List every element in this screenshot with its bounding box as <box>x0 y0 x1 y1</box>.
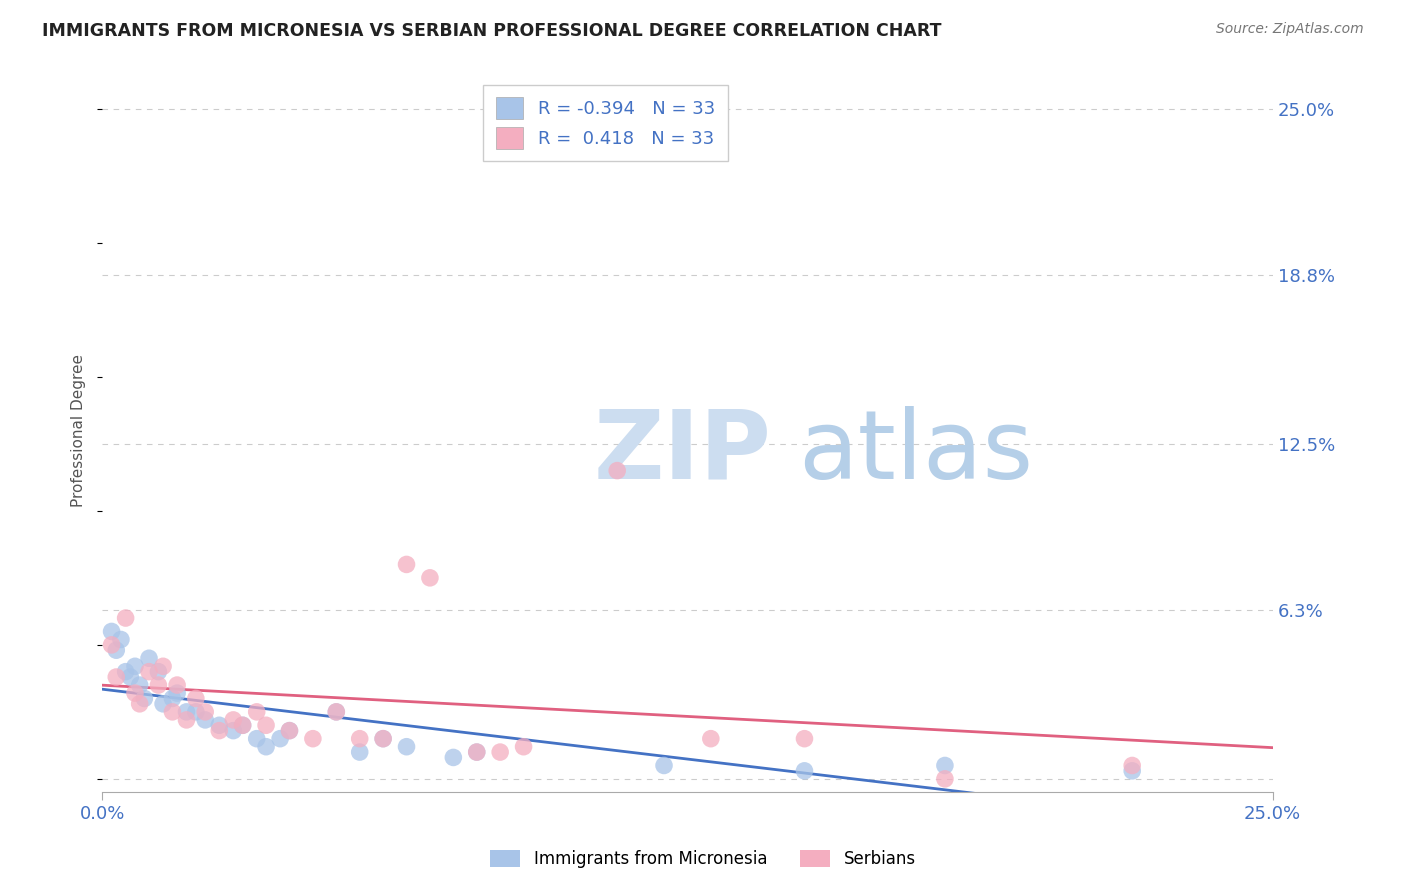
Point <box>278 723 301 738</box>
Point <box>105 643 128 657</box>
Point <box>489 745 512 759</box>
Point <box>419 571 441 585</box>
Point <box>114 665 136 679</box>
Point <box>254 739 277 754</box>
Point <box>148 665 170 679</box>
Point <box>222 713 245 727</box>
Point <box>128 697 150 711</box>
Point <box>114 611 136 625</box>
Point <box>254 718 277 732</box>
Text: Source: ZipAtlas.com: Source: ZipAtlas.com <box>1216 22 1364 37</box>
Point <box>152 697 174 711</box>
Point <box>184 691 207 706</box>
Point <box>465 745 488 759</box>
Legend: R = -0.394   N = 33, R =  0.418   N = 33: R = -0.394 N = 33, R = 0.418 N = 33 <box>484 85 727 161</box>
Point <box>395 739 418 754</box>
Point <box>105 670 128 684</box>
Point <box>124 686 146 700</box>
Point <box>222 723 245 738</box>
Point <box>246 731 269 746</box>
Point <box>152 659 174 673</box>
Point <box>162 705 184 719</box>
Point <box>100 624 122 639</box>
Text: IMMIGRANTS FROM MICRONESIA VS SERBIAN PROFESSIONAL DEGREE CORRELATION CHART: IMMIGRANTS FROM MICRONESIA VS SERBIAN PR… <box>42 22 942 40</box>
Point <box>395 558 418 572</box>
Point <box>232 718 254 732</box>
Point <box>184 705 207 719</box>
Text: atlas: atlas <box>799 406 1033 499</box>
Point <box>100 638 122 652</box>
Legend: Immigrants from Micronesia, Serbians: Immigrants from Micronesia, Serbians <box>484 843 922 875</box>
Point <box>606 464 628 478</box>
Point <box>208 723 231 738</box>
Point <box>465 745 488 759</box>
Point <box>176 713 198 727</box>
Y-axis label: Professional Degree: Professional Degree <box>72 354 86 507</box>
Point <box>166 686 188 700</box>
Point <box>246 705 269 719</box>
Point <box>302 731 325 746</box>
Point <box>162 691 184 706</box>
Point <box>652 758 675 772</box>
Point <box>349 731 371 746</box>
Point <box>349 745 371 759</box>
Point <box>208 718 231 732</box>
Point <box>134 691 156 706</box>
Point <box>1121 758 1143 772</box>
Point <box>110 632 132 647</box>
Point <box>512 739 534 754</box>
Point <box>166 678 188 692</box>
Point <box>176 705 198 719</box>
Point <box>793 764 815 778</box>
Point <box>371 731 394 746</box>
Point <box>325 705 347 719</box>
Point <box>793 731 815 746</box>
Point <box>371 731 394 746</box>
Point <box>138 665 160 679</box>
Text: ZIP: ZIP <box>593 406 772 499</box>
Point <box>194 705 217 719</box>
Point <box>148 678 170 692</box>
Point <box>124 659 146 673</box>
Point <box>269 731 291 746</box>
Point <box>934 772 956 786</box>
Point <box>325 705 347 719</box>
Point <box>120 670 142 684</box>
Point <box>934 758 956 772</box>
Point <box>700 731 723 746</box>
Point <box>441 750 464 764</box>
Point <box>1121 764 1143 778</box>
Point <box>138 651 160 665</box>
Point <box>278 723 301 738</box>
Point <box>194 713 217 727</box>
Point <box>232 718 254 732</box>
Point <box>128 678 150 692</box>
